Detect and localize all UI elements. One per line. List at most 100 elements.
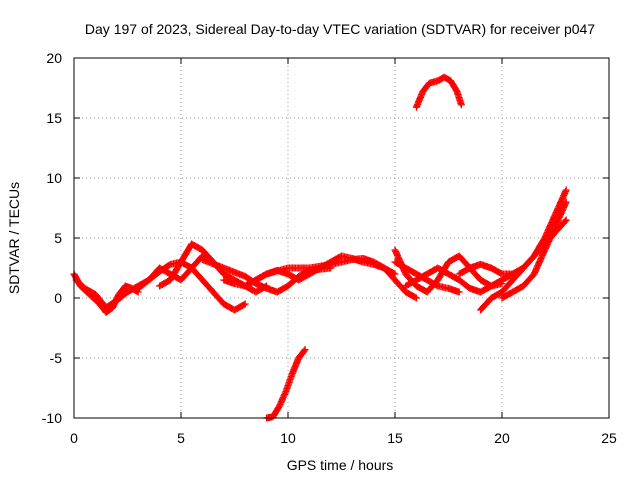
data-point-trail (499, 277, 516, 295)
data-point-trail (552, 199, 570, 229)
x-tick-label: 20 (494, 430, 510, 446)
data-point-trail (541, 223, 559, 253)
x-tick-label: 5 (177, 430, 185, 446)
data-point-trail (199, 277, 216, 295)
data-point-trail (92, 292, 109, 310)
data-point-trail (157, 277, 173, 289)
data-point-trail (392, 259, 408, 271)
data-point (412, 294, 420, 302)
x-axis-label: GPS time / hours (287, 457, 394, 473)
x-tick-label: 25 (601, 430, 617, 446)
data-point-trail (135, 277, 152, 291)
data-point-trail (414, 271, 430, 283)
data-point-trail (289, 355, 302, 376)
data-point-trail (232, 301, 248, 313)
data-point-trail (489, 265, 505, 277)
data-point-trail (489, 289, 505, 301)
data-point-trail (478, 283, 494, 295)
data-point (455, 288, 463, 296)
data-point-trail (296, 347, 308, 361)
data-point-trail (403, 265, 419, 277)
series-arc-15 (498, 198, 570, 302)
series-arc-9 (305, 252, 420, 302)
axis-ticks (73, 57, 610, 419)
y-tick-label: 0 (54, 290, 62, 306)
y-tick-label: -10 (42, 410, 62, 426)
data-point-trail (276, 389, 289, 409)
data-point-trail (381, 265, 398, 283)
grid-lines (74, 58, 609, 418)
data-point (301, 346, 309, 354)
data-point-trail (435, 265, 451, 277)
data-point-trail (282, 371, 296, 394)
y-tick-labels: -10 -5 0 5 10 15 20 (42, 50, 62, 426)
data-point-trail (146, 265, 163, 283)
data-point-trail (103, 297, 120, 311)
data-point (241, 300, 249, 308)
x-tick-label: 10 (280, 430, 296, 446)
data-point-trail (103, 304, 115, 316)
x-tick-label: 15 (387, 430, 403, 446)
x-tick-labels: 0 5 10 15 20 25 (70, 430, 617, 446)
data-point-trail (520, 271, 537, 289)
data-point-trail (489, 277, 505, 289)
data-point-trail (189, 241, 205, 253)
data-point-trail (510, 283, 526, 295)
data-point-trail (221, 271, 237, 283)
data-point-trail (442, 74, 453, 84)
series-arc-5 (156, 240, 271, 296)
data-point-trail (157, 265, 173, 277)
data-point-trail (541, 211, 559, 241)
data-point-trail (446, 271, 462, 283)
data-point-trail (420, 80, 432, 94)
data-series (70, 73, 570, 422)
data-point-trail (447, 78, 460, 94)
data-point-trail (317, 259, 333, 271)
chart-title: Day 197 of 2023, Sidereal Day-to-day VTE… (85, 21, 595, 37)
data-point-trail (221, 265, 248, 280)
data-point-trail (403, 289, 419, 301)
data-point-trail (307, 265, 323, 277)
data-point-trail (296, 271, 312, 283)
data-point-trail (275, 283, 291, 295)
data-point-trail (456, 277, 473, 291)
y-tick-label: 10 (46, 170, 62, 186)
data-point-trail (285, 274, 301, 289)
data-point-trail (531, 241, 548, 259)
y-tick-label: 20 (46, 50, 62, 66)
data-point-trail (510, 265, 526, 283)
data-point-trail (200, 256, 226, 271)
series-arc-17 (263, 346, 309, 422)
y-axis-label: SDTVAR / TECUs (6, 182, 22, 294)
data-point-trail (520, 253, 537, 271)
data-point (562, 186, 570, 194)
data-point-trail (403, 277, 419, 289)
y-tick-label: 15 (46, 110, 62, 126)
data-point-trail (90, 295, 103, 307)
x-tick-label: 0 (70, 430, 78, 446)
data-point-trail (552, 187, 570, 217)
data-point-trail (264, 264, 290, 278)
data-point-trail (499, 289, 515, 301)
data-point-trail (167, 259, 184, 283)
data-point-trail (553, 217, 569, 235)
data-point-trail (73, 277, 88, 291)
data-point-trail (478, 295, 494, 313)
data-point-trail (243, 271, 269, 289)
data-point-trail (270, 403, 283, 419)
data-point-trail (82, 285, 98, 298)
data-point-trail (210, 289, 227, 307)
data-point-trail (457, 265, 473, 277)
data-point-trail (114, 289, 130, 301)
data-point-trail (531, 247, 548, 277)
data-point-trail (125, 283, 141, 295)
y-tick-label: 5 (54, 230, 62, 246)
data-point-trail (178, 241, 195, 265)
y-tick-label: -5 (50, 350, 63, 366)
data-point-trail (178, 265, 195, 283)
data-point-trail (392, 277, 409, 295)
data-point (562, 216, 570, 224)
series-arc-16 (412, 73, 465, 111)
data-point (562, 198, 570, 206)
